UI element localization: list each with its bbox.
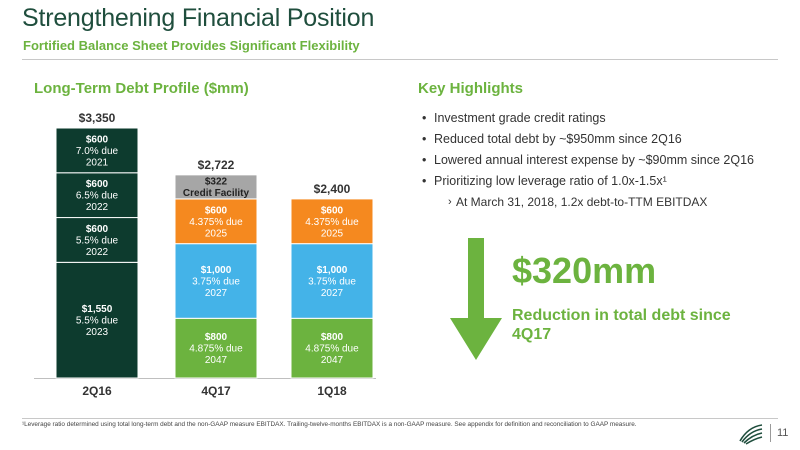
bar-segment [55,261,139,379]
bar-segment-label: 4.375% due [189,217,243,228]
bar-total-label: $2,722 [198,158,235,172]
bar-segment [174,198,258,245]
bar-segment-label: $600 [86,134,109,145]
footer-divider [22,418,778,419]
highlight-text: Reduced total debt by ~$950mm since 2Q16 [434,132,682,146]
page-title: Strengthening Financial Position [22,4,375,32]
chevron-right-icon: › [448,196,452,208]
bar-segment-label: $1,550 [82,304,113,315]
page-number-divider [770,424,771,442]
bar-segment-label: $600 [321,205,344,216]
company-logo-icon [739,424,763,445]
bar-segment-label: 2047 [205,355,228,366]
bar-segment-label: Credit Facility [183,188,250,199]
bullet-icon: • [422,153,427,167]
bar-segment-label: 4.375% due [305,217,359,228]
page-number: 11 [777,427,789,439]
bullet-icon: • [422,111,427,125]
chart-title: Long-Term Debt Profile ($mm) [34,80,249,97]
bar-segment [290,317,374,379]
bar-segment-label: $600 [86,224,109,235]
bar-segment-label: 5.5% due [76,316,119,327]
bar-segment-label: 3.75% due [308,276,356,287]
x-tick-label: 1Q18 [317,384,347,398]
footnote: ¹Leverage ratio determined using total l… [22,421,637,428]
bar-segment-label: 2021 [86,157,109,168]
header-divider [22,59,778,60]
highlight-sub-text: At March 31, 2018, 1.2x debt-to-TTM EBIT… [456,195,708,209]
bar-segment-label: 4.875% due [189,344,243,355]
bar-segment [174,174,258,200]
bar-segment-label: 2023 [86,327,109,338]
bullet-icon: • [422,174,427,188]
bar-segment [55,217,139,263]
bar-segment-label: 2025 [321,228,344,239]
debt-profile-chart: $1,550 5.5% due 2023 $600 5.5% due 2022 $600 6.… [20,100,380,405]
bar-total-label: $2,400 [314,182,351,196]
highlight-item: • Reduced total debt by ~$950mm since 2Q1… [418,129,788,150]
bar-segment-label: $600 [205,205,228,216]
bar-segment-label: $600 [86,179,109,190]
page-subtitle: Fortified Balance Sheet Provides Signifi… [23,38,360,53]
debt-reduction-amount: $320mm [512,250,657,291]
highlight-sub-item: › At March 31, 2018, 1.2x debt-to-TTM EBI… [418,192,788,213]
bar-segment-label: $1,000 [317,265,348,276]
bar-segment [290,198,374,245]
highlight-text: Investment grade credit ratings [434,111,606,125]
bar-segment-label: 2027 [205,288,228,299]
highlight-text: Prioritizing low leverage ratio of 1.0x-… [434,174,667,188]
highlight-item: • Investment grade credit ratings [418,108,788,129]
highlight-item: • Prioritizing low leverage ratio of 1.0x… [418,171,788,192]
bar-segment-label: 7.0% due [76,146,119,157]
bar-segment [174,243,258,319]
debt-reduction-caption: Reduction in total debt since 4Q17 [512,307,731,343]
bar-segment-label: $1,000 [201,265,232,276]
highlights-list: • Investment grade credit ratings • Reduce… [418,108,788,213]
bar-segment-label: 2022 [86,202,109,213]
highlight-item: • Lowered annual interest expense by ~$90… [418,150,788,171]
highlight-text: Lowered annual interest expense by ~$90m… [434,153,754,167]
bar-segment-label: 2025 [205,228,228,239]
x-tick-label: 2Q16 [82,384,112,398]
down-arrow-icon [450,238,502,360]
bar-segment [174,317,258,379]
bar-segment-label: 6.5% due [76,191,119,202]
x-tick-label: 4Q17 [201,384,231,398]
bar-segment-label: 3.75% due [192,276,240,287]
bar-segment-label: 2022 [86,247,109,258]
bar-segment [55,127,139,174]
bar-segment-label: 2047 [321,355,344,366]
bullet-icon: • [422,132,427,146]
bar-segment [290,243,374,319]
bar-segment-label: $800 [205,332,228,343]
bar-segment-label: $322 [205,177,228,188]
bar-segment-label: 5.5% due [76,235,119,246]
bar-segment-label: $800 [321,332,344,343]
bar-segment-label: 2027 [321,288,344,299]
bar-segment-label: 4.875% due [305,344,359,355]
bar-total-label: $3,350 [79,111,116,125]
highlights-title: Key Highlights [418,80,524,97]
